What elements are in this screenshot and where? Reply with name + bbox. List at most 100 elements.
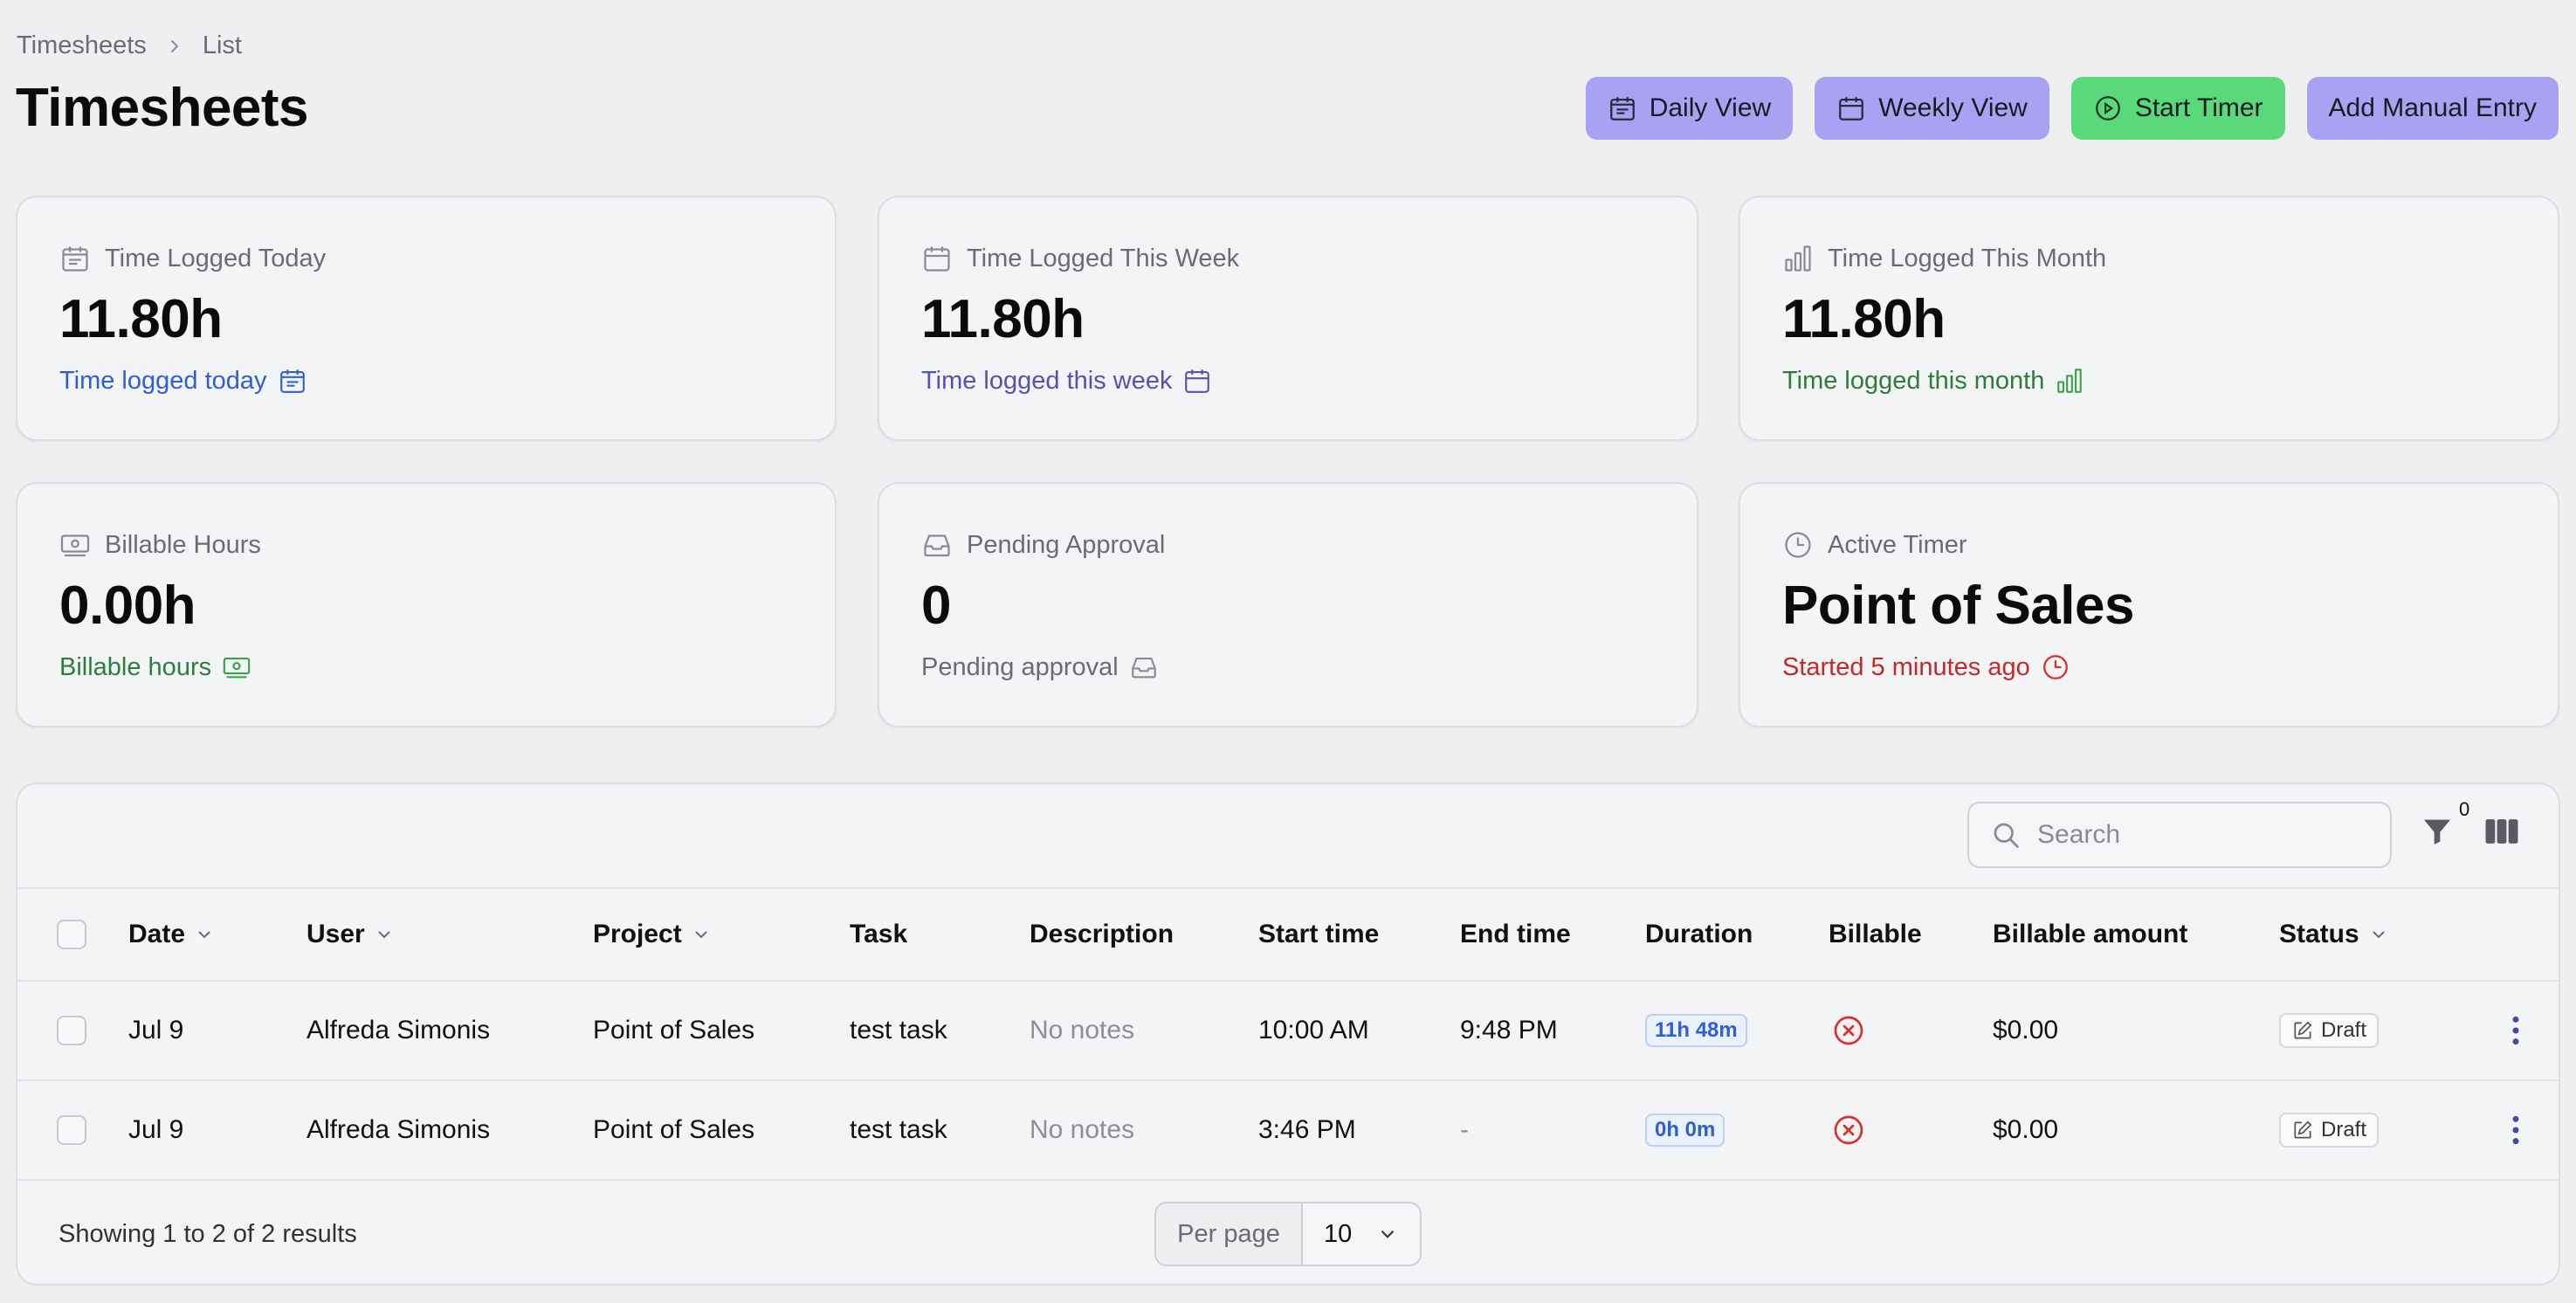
cell-billable-amount: $0.00	[1993, 1115, 2059, 1144]
clock-icon	[2041, 652, 2070, 682]
clock-icon	[1782, 529, 1814, 561]
cell-description: No notes	[1030, 1115, 1135, 1144]
table-toolbar: 0	[17, 784, 2559, 889]
chevron-down-icon	[194, 924, 215, 945]
calendar-icon	[1836, 93, 1866, 123]
add-manual-entry-label: Add Manual Entry	[2328, 93, 2537, 122]
duration-badge: 11h 48m	[1645, 1014, 1747, 1047]
filter-icon[interactable]	[2420, 814, 2455, 852]
cell-end-time: -	[1460, 1115, 1469, 1144]
stat-value: 0	[921, 576, 951, 636]
calendar-days-icon	[59, 243, 91, 274]
cell-user: Alfreda Simonis	[307, 1115, 491, 1144]
column-label: Project	[593, 920, 682, 948]
column-label: Date	[128, 920, 186, 948]
more-actions-icon[interactable]	[2511, 982, 2521, 1079]
banknotes-icon	[59, 529, 91, 561]
chevron-down-icon	[691, 924, 712, 945]
pencil-square-icon	[2291, 1119, 2314, 1141]
filter-count-badge: 0	[2459, 798, 2470, 820]
stat-card-pending: Pending Approval 0 Pending approval	[878, 482, 1698, 727]
cell-task: test task	[850, 1016, 947, 1044]
cell-start-time: 3:46 PM	[1258, 1115, 1356, 1144]
table-row[interactable]: Jul 9 Alfreda Simonis Point of Sales tes…	[17, 982, 2559, 1081]
cell-end-time: 9:48 PM	[1460, 1016, 1558, 1044]
inbox-icon	[921, 529, 953, 561]
column-header-start-time: Start time	[1258, 920, 1380, 948]
pencil-square-icon	[2291, 1019, 2314, 1042]
cell-task: test task	[850, 1115, 947, 1144]
status-label: Draft	[2321, 1018, 2367, 1042]
stat-value: 11.80h	[921, 289, 1085, 349]
banknotes-icon	[222, 652, 251, 682]
stat-card-week: Time Logged This Week 11.80h Time logged…	[878, 196, 1698, 441]
search-input[interactable]	[2037, 820, 2369, 850]
column-label: Status	[2279, 920, 2359, 948]
inbox-icon	[1129, 652, 1159, 682]
bar-chart-icon	[1782, 243, 1814, 274]
stat-card-billable: Billable Hours 0.00h Billable hours	[16, 482, 837, 727]
daily-view-label: Daily View	[1649, 93, 1772, 122]
calendar-days-icon	[1608, 93, 1637, 123]
cell-start-time: 10:00 AM	[1258, 1016, 1369, 1044]
breadcrumb: Timesheets List	[17, 31, 242, 60]
weekly-view-label: Weekly View	[1878, 93, 2028, 122]
weekly-view-button[interactable]: Weekly View	[1815, 77, 2049, 140]
column-header-end-time: End time	[1460, 920, 1571, 948]
select-all-checkbox[interactable]	[57, 920, 86, 949]
start-timer-label: Start Timer	[2134, 93, 2263, 122]
table-row[interactable]: Jul 9 Alfreda Simonis Point of Sales tes…	[17, 1081, 2559, 1181]
stat-value: Point of Sales	[1782, 576, 2134, 636]
stat-description: Time logged today	[59, 366, 267, 395]
stat-label: Time Logged This Month	[1828, 244, 2107, 272]
stat-value: 0.00h	[59, 576, 196, 636]
columns-toggle-icon[interactable]	[2484, 816, 2519, 847]
cell-date: Jul 9	[128, 1115, 184, 1144]
column-header-billable-amount: Billable amount	[1993, 920, 2188, 948]
table-header: Date User Project Task Description Start…	[17, 889, 2559, 982]
stat-value: 11.80h	[59, 289, 223, 349]
cell-description: No notes	[1030, 1016, 1135, 1044]
page-title: Timesheets	[16, 78, 309, 138]
chevron-right-icon	[166, 38, 183, 55]
per-page-value: 10	[1324, 1219, 1353, 1248]
column-header-duration: Duration	[1645, 920, 1753, 948]
breadcrumb-link-timesheets[interactable]: Timesheets	[17, 31, 147, 59]
search-icon	[1990, 819, 2022, 851]
row-checkbox[interactable]	[57, 1115, 86, 1145]
column-header-billable: Billable	[1829, 920, 1922, 948]
stat-card-active-timer: Active Timer Point of Sales Started 5 mi…	[1739, 482, 2559, 727]
results-summary: Showing 1 to 2 of 2 results	[59, 1219, 357, 1248]
calendar-icon	[1182, 366, 1212, 396]
more-actions-icon[interactable]	[2511, 1081, 2521, 1179]
per-page-select[interactable]: Per page 10	[1154, 1202, 1422, 1266]
column-header-date[interactable]: Date	[128, 889, 215, 980]
column-header-status[interactable]: Status	[2279, 889, 2389, 980]
daily-view-button[interactable]: Daily View	[1585, 77, 1794, 140]
column-header-project[interactable]: Project	[593, 889, 712, 980]
breadcrumb-current: List	[202, 31, 242, 59]
stat-label: Time Logged Today	[105, 244, 327, 272]
calendar-icon	[921, 243, 953, 274]
bar-chart-icon	[2055, 366, 2084, 396]
start-timer-button[interactable]: Start Timer	[2070, 77, 2285, 140]
header-actions: Daily View Weekly View Start Timer Add M…	[1585, 77, 2559, 140]
stat-description: Started 5 minutes ago	[1782, 652, 2030, 681]
cell-date: Jul 9	[128, 1016, 184, 1044]
x-circle-icon	[1831, 1081, 1866, 1179]
duration-badge: 0h 0m	[1645, 1113, 1725, 1147]
cell-billable-amount: $0.00	[1993, 1016, 2059, 1044]
timesheets-table-panel: 0 Date User Project Task Description Sta…	[16, 782, 2560, 1286]
row-checkbox[interactable]	[57, 1016, 86, 1045]
stat-description: Time logged this week	[921, 366, 1173, 395]
column-header-description: Description	[1030, 920, 1174, 948]
stat-label: Billable Hours	[105, 530, 261, 559]
stat-description: Billable hours	[59, 652, 212, 681]
calendar-days-icon	[278, 366, 307, 396]
add-manual-entry-button[interactable]: Add Manual Entry	[2306, 77, 2559, 140]
play-circle-icon	[2093, 93, 2123, 123]
column-header-user[interactable]: User	[307, 889, 395, 980]
status-label: Draft	[2321, 1118, 2367, 1141]
status-badge: Draft	[2279, 1113, 2380, 1148]
